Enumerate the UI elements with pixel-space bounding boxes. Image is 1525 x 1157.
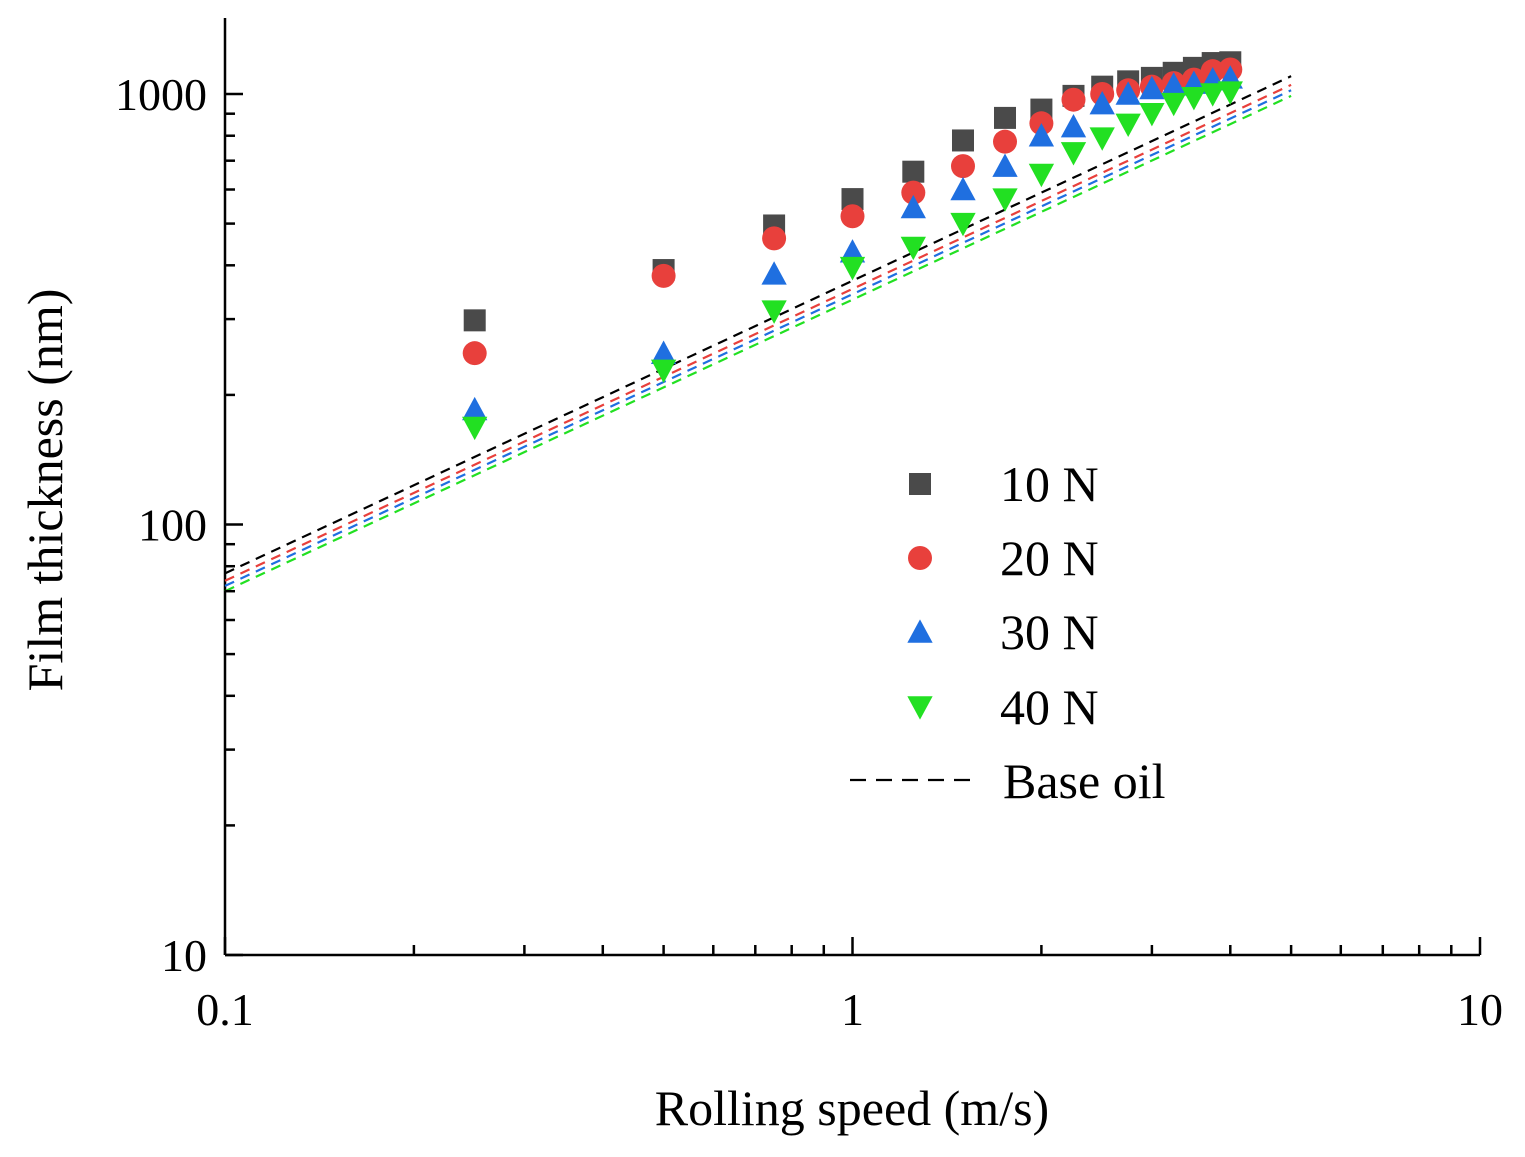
y-axis-title: Film thickness (nm) [17, 289, 73, 692]
circle-marker [651, 263, 676, 288]
axis-tick-labels: 0.1 1 10 10 100 1000 [115, 69, 1503, 1035]
triangle-down-marker [1089, 127, 1115, 151]
triangle-up-marker [900, 194, 926, 219]
legend: 10 N 20 N 30 N 40 N Base oil [850, 456, 1165, 809]
triangle-down-marker [650, 359, 677, 384]
series-40-n [462, 81, 1243, 441]
legend-item: 20 N [908, 530, 1099, 586]
circle-marker [840, 204, 865, 229]
circle-marker [1061, 87, 1086, 112]
triangle-up-marker [1028, 123, 1055, 147]
base-oil-line [224, 94, 1292, 593]
circle-marker [762, 226, 787, 251]
axis-ticks [223, 92, 1482, 957]
triangle-down-marker [1217, 81, 1243, 105]
y-tick-label: 1000 [115, 69, 207, 120]
square-marker [994, 106, 1017, 129]
y-tick-label: 100 [138, 500, 207, 551]
triangle-up-marker [839, 239, 866, 263]
triangle-up-marker [1089, 90, 1115, 115]
x-tick-label: 1 [841, 984, 864, 1035]
triangle-up-marker [1060, 113, 1087, 138]
triangle-down-marker [950, 212, 976, 237]
base-oil-line [224, 89, 1292, 587]
triangle-down-marker [1115, 113, 1141, 138]
circle-marker [901, 180, 926, 205]
x-tick-label: 0.1 [196, 984, 254, 1035]
square-marker [463, 309, 486, 332]
base-oil-lines [224, 75, 1292, 593]
circle-marker [950, 154, 975, 179]
x-tick-label: 10 [1457, 984, 1503, 1035]
triangle-up-marker [992, 153, 1018, 177]
legend-item: 10 N [909, 456, 1099, 512]
square-marker [902, 160, 925, 183]
triangle-down-marker [1181, 87, 1207, 111]
legend-label: 30 N [1000, 604, 1099, 660]
data-markers [462, 51, 1243, 441]
square-marker [909, 473, 931, 495]
triangle-up-marker [907, 619, 933, 643]
triangle-down-marker [839, 256, 866, 281]
triangle-up-marker [950, 176, 976, 201]
triangle-up-marker [761, 261, 787, 285]
legend-item: Base oil [850, 753, 1165, 809]
legend-label: 10 N [1000, 456, 1099, 512]
base-oil-line [224, 75, 1292, 575]
y-tick-label: 10 [161, 930, 207, 981]
triangle-up-marker [1161, 72, 1187, 96]
legend-label: Base oil [1003, 753, 1165, 809]
triangle-down-marker [907, 696, 933, 720]
triangle-up-marker [1115, 81, 1141, 105]
triangle-down-marker [462, 416, 488, 441]
triangle-up-marker [650, 340, 677, 364]
legend-item: 40 N [907, 679, 1099, 735]
triangle-down-marker [1060, 142, 1087, 166]
triangle-down-marker [761, 300, 787, 324]
circle-marker [908, 546, 932, 570]
legend-item: 30 N [907, 604, 1099, 660]
legend-label: 20 N [1000, 530, 1099, 586]
triangle-down-marker [1161, 92, 1187, 117]
triangle-down-marker [1028, 163, 1055, 188]
triangle-up-marker [462, 396, 488, 421]
triangle-up-marker [1139, 75, 1165, 100]
x-axis-title: Rolling speed (m/s) [655, 1080, 1049, 1136]
base-oil-line [224, 83, 1292, 582]
triangle-down-marker [900, 236, 926, 261]
square-marker [841, 188, 864, 211]
square-marker [951, 129, 974, 152]
circle-marker [993, 129, 1018, 154]
triangle-down-marker [1200, 83, 1226, 107]
triangle-down-marker [992, 188, 1018, 212]
circle-marker [462, 341, 487, 366]
legend-label: 40 N [1000, 679, 1099, 735]
triangle-down-marker [1139, 102, 1165, 127]
